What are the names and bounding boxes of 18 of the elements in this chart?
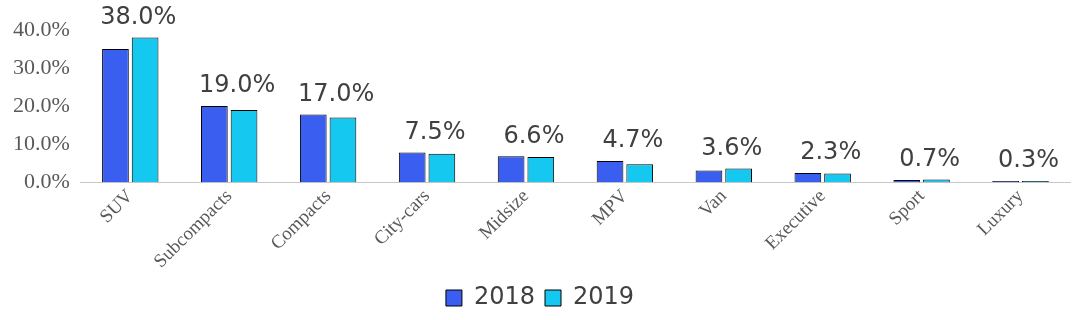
legend-label: 2019	[573, 282, 635, 311]
y-tick-label: 30.0%	[13, 53, 70, 79]
data-label: 0.7%	[899, 143, 961, 172]
data-label: 19.0%	[199, 70, 276, 99]
data-label: 7.5%	[404, 116, 466, 145]
y-tick-label: 10.0%	[13, 129, 70, 155]
data-label: 38.0%	[100, 1, 177, 30]
y-tick-label: 40.0%	[13, 15, 70, 41]
y-tick-label: 0.0%	[24, 168, 70, 194]
y-tick-label: 20.0%	[13, 91, 70, 117]
x-tick-label: Van	[694, 184, 731, 221]
data-label: 4.7%	[602, 125, 664, 154]
data-label: 17.0%	[297, 78, 375, 107]
data-label: 0.3%	[998, 145, 1060, 174]
data-label: 3.6%	[701, 132, 763, 161]
data-label: 2.3%	[800, 137, 862, 166]
data-label: 6.6%	[503, 120, 565, 149]
legend-label: 2018	[473, 282, 535, 311]
